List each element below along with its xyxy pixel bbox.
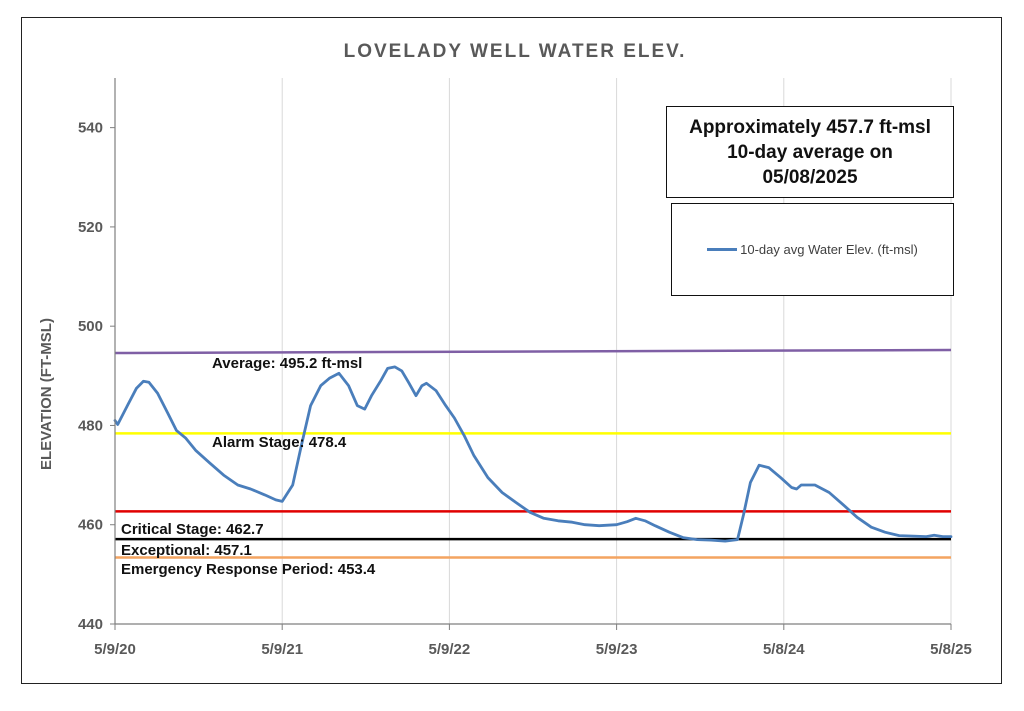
annotation-line-2: 10-day average on	[727, 141, 893, 163]
reference-line-label: Critical Stage: 462.7	[121, 521, 264, 538]
legend-swatch	[707, 248, 738, 251]
x-tick-label: 5/9/21	[261, 641, 303, 658]
reference-labels: Average: 495.2 ft-msl Alarm Stage: 478.4 C…	[121, 355, 376, 578]
reference-line-label: Alarm Stage: 478.4	[212, 434, 347, 451]
annotation-line-3: 05/08/2025	[762, 166, 858, 188]
chart-title: LOVELADY WELL WATER ELEV.	[344, 41, 687, 62]
annotation-box: Approximately 457.7 ft-msl 10-day averag…	[666, 106, 954, 198]
y-tick-label: 440	[78, 616, 103, 633]
chart-frame: LOVELADY WELL WATER ELEV. ELEVATION (FT-…	[21, 17, 1002, 684]
x-tick-label: 5/9/22	[429, 641, 471, 658]
y-tick-label: 460	[78, 517, 103, 534]
y-tick-label: 520	[78, 219, 103, 236]
legend: 10-day avg Water Elev. (ft-msl)	[671, 203, 954, 296]
y-tick-label: 480	[78, 417, 103, 434]
series-lines	[113, 365, 953, 543]
reference-line-label: Exceptional: 457.1	[121, 542, 252, 559]
x-tick-label: 5/9/23	[596, 641, 638, 658]
x-tick-label: 5/8/25	[930, 641, 972, 658]
y-tick-label: 500	[78, 318, 103, 335]
x-tick-label: 5/8/24	[763, 641, 805, 658]
annotation-line-1: Approximately 457.7 ft-msl	[689, 116, 931, 138]
reference-line	[114, 348, 952, 355]
elevation-line-chart: LOVELADY WELL WATER ELEV. ELEVATION (FT-…	[38, 41, 972, 658]
x-tick-label: 5/9/20	[94, 641, 136, 658]
y-tick-label: 540	[78, 120, 103, 137]
axes: 5/9/20 5/9/21 5/9/22 5/9/23 5/8/24 5/8/25 440 4…	[78, 78, 972, 658]
y-axis-label: ELEVATION (FT-MSL)	[38, 318, 55, 470]
water-elevation-series-line	[113, 365, 953, 543]
reference-lines	[114, 348, 952, 559]
reference-line-label: Average: 495.2 ft-msl	[212, 355, 362, 372]
legend-label: 10-day avg Water Elev. (ft-msl)	[740, 242, 918, 257]
reference-line-label: Emergency Response Period: 453.4	[121, 561, 376, 578]
